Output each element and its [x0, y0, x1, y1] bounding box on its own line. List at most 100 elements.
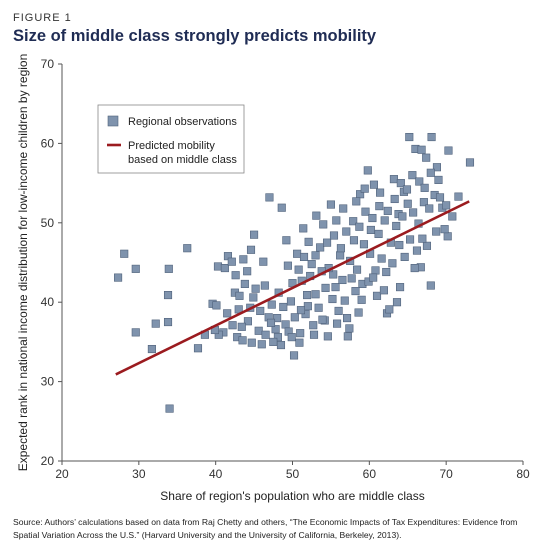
scatter-point [403, 199, 412, 208]
scatter-point [250, 230, 259, 239]
scatter-point [163, 291, 173, 300]
scatter-point [363, 166, 372, 175]
scatter-point [147, 344, 156, 354]
scatter-point [299, 224, 308, 233]
scatter-point [442, 201, 451, 210]
scatter-point [314, 303, 323, 312]
scatter-point [311, 251, 320, 260]
scatter-point [328, 294, 337, 304]
scatter-point [267, 300, 276, 309]
x-tick-label: 70 [439, 467, 453, 481]
scatter-point [271, 325, 280, 334]
trend-line-group [115, 200, 470, 376]
scatter-point [415, 177, 424, 186]
scatter-points [114, 132, 475, 413]
scatter-point [240, 279, 249, 288]
scatter-point [444, 146, 453, 155]
scatter-point [366, 225, 375, 234]
scatter-point [282, 236, 291, 245]
scatter-point [395, 240, 404, 250]
scatter-point [440, 225, 449, 234]
scatter-point [311, 290, 320, 299]
scatter-point [254, 326, 263, 335]
scatter-point [120, 249, 129, 258]
scatter-point [349, 236, 359, 245]
scatter-point [299, 252, 309, 261]
scatter-point [316, 243, 325, 252]
scatter-point [329, 231, 339, 240]
scatter-point [334, 306, 343, 315]
scatter-point [279, 302, 288, 312]
scatter-point [331, 283, 340, 292]
scatter-point [235, 291, 244, 300]
scatter-point [412, 246, 422, 255]
scatter-point [465, 158, 475, 167]
scatter-point [269, 337, 278, 346]
scatter-point [375, 202, 384, 211]
scatter-point [276, 341, 286, 350]
scatter-point [361, 207, 370, 216]
scatter-point [349, 217, 358, 226]
scatter-point [422, 153, 431, 162]
scatter-point [400, 252, 409, 261]
scatter-point [418, 234, 427, 243]
scatter-point [372, 291, 382, 300]
scatter-point [326, 200, 335, 209]
scatter-point [368, 213, 377, 223]
source-note: Source: Authors’ calculations based on d… [13, 517, 518, 540]
scatter-point [379, 286, 388, 295]
scatter-point [345, 324, 354, 333]
x-tick-label: 60 [363, 467, 377, 481]
scatter-point [213, 262, 223, 271]
scatter-point [443, 232, 452, 241]
scatter-point [332, 216, 341, 225]
scatter-point [405, 132, 414, 142]
scatter-point [290, 313, 299, 322]
scatter-point [355, 222, 364, 231]
y-axis-label: Expected rank in national income distrib… [16, 54, 30, 472]
scatter-point [164, 264, 173, 273]
scatter-point [359, 240, 369, 249]
legend-entry-predicted: Predicted mobility based on middle class [128, 140, 237, 166]
scatter-point [220, 264, 229, 273]
y-tick-label: 30 [41, 375, 55, 389]
scatter-point [342, 227, 351, 236]
scatter-point [338, 275, 347, 285]
scatter-point [339, 204, 348, 213]
scatter-point [351, 287, 360, 296]
scatter-point [376, 188, 385, 197]
scatter-point [422, 241, 432, 250]
scatter-point [434, 175, 443, 184]
scatter-point [388, 259, 397, 268]
scatter-point [286, 297, 296, 306]
scatter-point [289, 351, 299, 360]
scatter-point [131, 264, 140, 273]
scatter-point [417, 145, 426, 154]
scatter-point [296, 306, 306, 315]
scatter-point [256, 306, 265, 315]
scatter-point [296, 329, 305, 338]
scatter-point [347, 274, 356, 283]
scatter-point [243, 267, 252, 276]
x-axis-ticks: 20 30 40 50 60 70 80 [55, 461, 530, 481]
scatter-point [380, 216, 389, 225]
x-tick-label: 50 [286, 467, 300, 481]
scatter-point [448, 212, 457, 221]
scatter-point [319, 220, 328, 229]
scatter-point [392, 221, 401, 231]
scatter-point [312, 211, 321, 220]
scatter-point [343, 314, 352, 323]
scatter-point [352, 197, 361, 206]
scatter-point [131, 328, 140, 337]
scatter-point [309, 330, 319, 339]
scatter-point [369, 273, 378, 282]
y-axis-ticks: 20 30 40 50 60 70 [41, 57, 62, 468]
scatter-point [231, 271, 240, 280]
scatter-point [396, 283, 405, 292]
scatter-point [419, 198, 428, 207]
scatter-point [385, 305, 394, 314]
scatter-point [336, 244, 345, 253]
scatter-point [293, 249, 302, 258]
scatter-point [425, 204, 434, 213]
